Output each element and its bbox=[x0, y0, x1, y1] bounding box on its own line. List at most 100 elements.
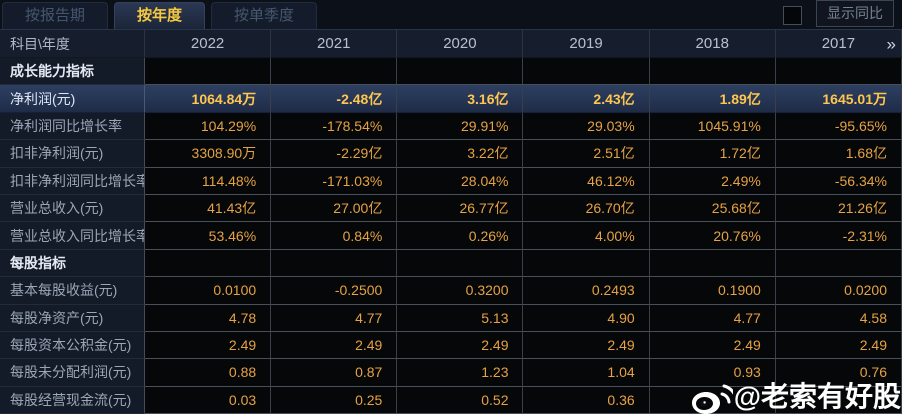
row-label: 营业总收入(元) bbox=[0, 194, 145, 223]
value-cell-2019: 0.2493 bbox=[523, 277, 650, 305]
row-label: 净利润(元) bbox=[0, 85, 145, 113]
value-cell-2018: 4.77 bbox=[649, 304, 776, 332]
value-cell-2017 bbox=[775, 386, 902, 414]
value-cell-2018: 1.89亿 bbox=[649, 85, 776, 113]
year-header-2021: 2021 bbox=[271, 30, 398, 58]
value-cell-2017: -56.34% bbox=[775, 167, 902, 195]
value-cell-2017: 0.76 bbox=[775, 359, 902, 387]
value-cell-2018: 0.1900 bbox=[649, 277, 776, 305]
value-cell-2021: -2.29亿 bbox=[271, 140, 398, 168]
value-cell-2021: 0.87 bbox=[271, 359, 398, 387]
value-cell-2022 bbox=[145, 58, 272, 86]
value-cell-2018: 1.72亿 bbox=[649, 140, 776, 168]
table-body: 成长能力指标 净利润(元) 1064.84万 -2.48亿 3.16亿 2.43亿 1.89… bbox=[0, 58, 902, 414]
value-cell-2017: 1645.01万 bbox=[775, 85, 902, 113]
table-row[interactable]: 净利润(元) 1064.84万 -2.48亿 3.16亿 2.43亿 1.89亿 1645.… bbox=[0, 85, 902, 113]
table-row[interactable]: 成长能力指标 bbox=[0, 58, 902, 86]
row-label: 扣非净利润(元) bbox=[0, 140, 145, 168]
value-cell-2017: 0.0200 bbox=[775, 277, 902, 305]
year-header-label: 2017 bbox=[821, 35, 856, 52]
value-cell-2022: 3308.90万 bbox=[145, 140, 272, 168]
more-columns-icon[interactable]: » bbox=[886, 34, 896, 53]
value-cell-2020: 5.13 bbox=[397, 304, 524, 332]
value-cell-2018: 25.68亿 bbox=[649, 194, 776, 223]
table-row[interactable]: 净利润同比增长率 104.29% -178.54% 29.91% 29.03% 1045.… bbox=[0, 112, 902, 141]
value-cell-2019: 1.04 bbox=[523, 359, 650, 387]
value-cell-2019: 29.03% bbox=[523, 112, 650, 141]
table-row[interactable]: 每股资本公积金(元) 2.49 2.49 2.49 2.49 2.49 2.49 bbox=[0, 331, 902, 360]
value-cell-2022: 104.29% bbox=[145, 112, 272, 141]
value-cell-2017 bbox=[775, 249, 902, 278]
table-row[interactable]: 扣非净利润同比增长率 114.48% -171.03% 28.04% 46.12% 2.4… bbox=[0, 167, 902, 195]
value-cell-2017: 1.68亿 bbox=[775, 140, 902, 168]
show-yoy-checkbox[interactable] bbox=[783, 6, 802, 25]
value-cell-2020: 29.91% bbox=[397, 112, 524, 141]
value-cell-2018: 2.49% bbox=[649, 167, 776, 195]
value-cell-2022: 4.78 bbox=[145, 304, 272, 332]
year-header-2022: 2022 bbox=[145, 30, 272, 58]
table-row[interactable]: 扣非净利润(元) 3308.90万 -2.29亿 3.22亿 2.51亿 1.72亿 1.6… bbox=[0, 140, 902, 168]
table-row[interactable]: 营业总收入同比增长率 53.46% 0.84% 0.26% 4.00% 20.76% -2.… bbox=[0, 222, 902, 250]
value-cell-2022: 53.46% bbox=[145, 222, 272, 250]
tab-by-report-period[interactable]: 按报告期 bbox=[2, 2, 109, 29]
value-cell-2017: 2.49 bbox=[775, 331, 902, 360]
value-cell-2018: 0.93 bbox=[649, 359, 776, 387]
row-label: 每股未分配利润(元) bbox=[0, 359, 145, 387]
year-header-2019: 2019 bbox=[523, 30, 650, 58]
value-cell-2017: -2.31% bbox=[775, 222, 902, 250]
value-cell-2021: -171.03% bbox=[271, 167, 398, 195]
value-cell-2020 bbox=[397, 249, 524, 278]
row-label: 每股净资产(元) bbox=[0, 304, 145, 332]
value-cell-2021: 4.77 bbox=[271, 304, 398, 332]
value-cell-2021: 2.49 bbox=[271, 331, 398, 360]
value-cell-2019: 4.00% bbox=[523, 222, 650, 250]
value-cell-2021 bbox=[271, 249, 398, 278]
table-row[interactable]: 每股未分配利润(元) 0.88 0.87 1.23 1.04 0.93 0.76 bbox=[0, 359, 902, 387]
value-cell-2020: 26.77亿 bbox=[397, 194, 524, 223]
value-cell-2020: 1.23 bbox=[397, 359, 524, 387]
value-cell-2021: -2.48亿 bbox=[271, 85, 398, 113]
value-cell-2022: 2.49 bbox=[145, 331, 272, 360]
row-label: 基本每股收益(元) bbox=[0, 277, 145, 305]
table-row[interactable]: 营业总收入(元) 41.43亿 27.00亿 26.77亿 26.70亿 25.68亿 21… bbox=[0, 194, 902, 223]
yearly-metrics-table: 科目\年度 2022 2021 2020 2019 2018 2017 » 成长… bbox=[0, 30, 902, 414]
value-cell-2017: -95.65% bbox=[775, 112, 902, 141]
year-header-2018: 2018 bbox=[649, 30, 776, 58]
value-cell-2020: 3.22亿 bbox=[397, 140, 524, 168]
value-cell-2018: 2.49 bbox=[649, 331, 776, 360]
year-header-2017: 2017 » bbox=[775, 30, 902, 58]
tab-by-year[interactable]: 按年度 bbox=[114, 2, 206, 29]
value-cell-2020: 0.3200 bbox=[397, 277, 524, 305]
period-tabbar: 按报告期 按年度 按单季度 显示同比 bbox=[0, 0, 902, 30]
value-cell-2020: 2.49 bbox=[397, 331, 524, 360]
table-row[interactable]: 基本每股收益(元) 0.0100 -0.2500 0.3200 0.2493 0.1900… bbox=[0, 277, 902, 305]
table-row[interactable]: 每股经营现金流(元) 0.03 0.25 0.52 0.36 bbox=[0, 386, 902, 414]
value-cell-2019: 4.90 bbox=[523, 304, 650, 332]
value-cell-2022: 1064.84万 bbox=[145, 85, 272, 113]
value-cell-2018 bbox=[649, 386, 776, 414]
value-cell-2018 bbox=[649, 58, 776, 86]
value-cell-2022: 41.43亿 bbox=[145, 194, 272, 223]
row-label: 营业总收入同比增长率 bbox=[0, 222, 145, 250]
value-cell-2019: 26.70亿 bbox=[523, 194, 650, 223]
value-cell-2022: 114.48% bbox=[145, 167, 272, 195]
show-yoy-button[interactable]: 显示同比 bbox=[816, 0, 894, 27]
row-label: 每股资本公积金(元) bbox=[0, 331, 145, 360]
value-cell-2020: 0.52 bbox=[397, 386, 524, 414]
row-label: 净利润同比增长率 bbox=[0, 112, 145, 141]
value-cell-2020 bbox=[397, 58, 524, 86]
value-cell-2017: 4.58 bbox=[775, 304, 902, 332]
value-cell-2022: 0.88 bbox=[145, 359, 272, 387]
table-row[interactable]: 每股指标 bbox=[0, 249, 902, 278]
value-cell-2021: 0.84% bbox=[271, 222, 398, 250]
value-cell-2019: 2.49 bbox=[523, 331, 650, 360]
value-cell-2019 bbox=[523, 249, 650, 278]
value-cell-2020: 3.16亿 bbox=[397, 85, 524, 113]
tab-by-single-quarter[interactable]: 按单季度 bbox=[211, 2, 318, 29]
value-cell-2017 bbox=[775, 58, 902, 86]
table-row[interactable]: 每股净资产(元) 4.78 4.77 5.13 4.90 4.77 4.58 bbox=[0, 304, 902, 332]
value-cell-2017: 21.26亿 bbox=[775, 194, 902, 223]
table-header-row: 科目\年度 2022 2021 2020 2019 2018 2017 » bbox=[0, 30, 902, 58]
value-cell-2022: 0.03 bbox=[145, 386, 272, 414]
value-cell-2018: 1045.91% bbox=[649, 112, 776, 141]
